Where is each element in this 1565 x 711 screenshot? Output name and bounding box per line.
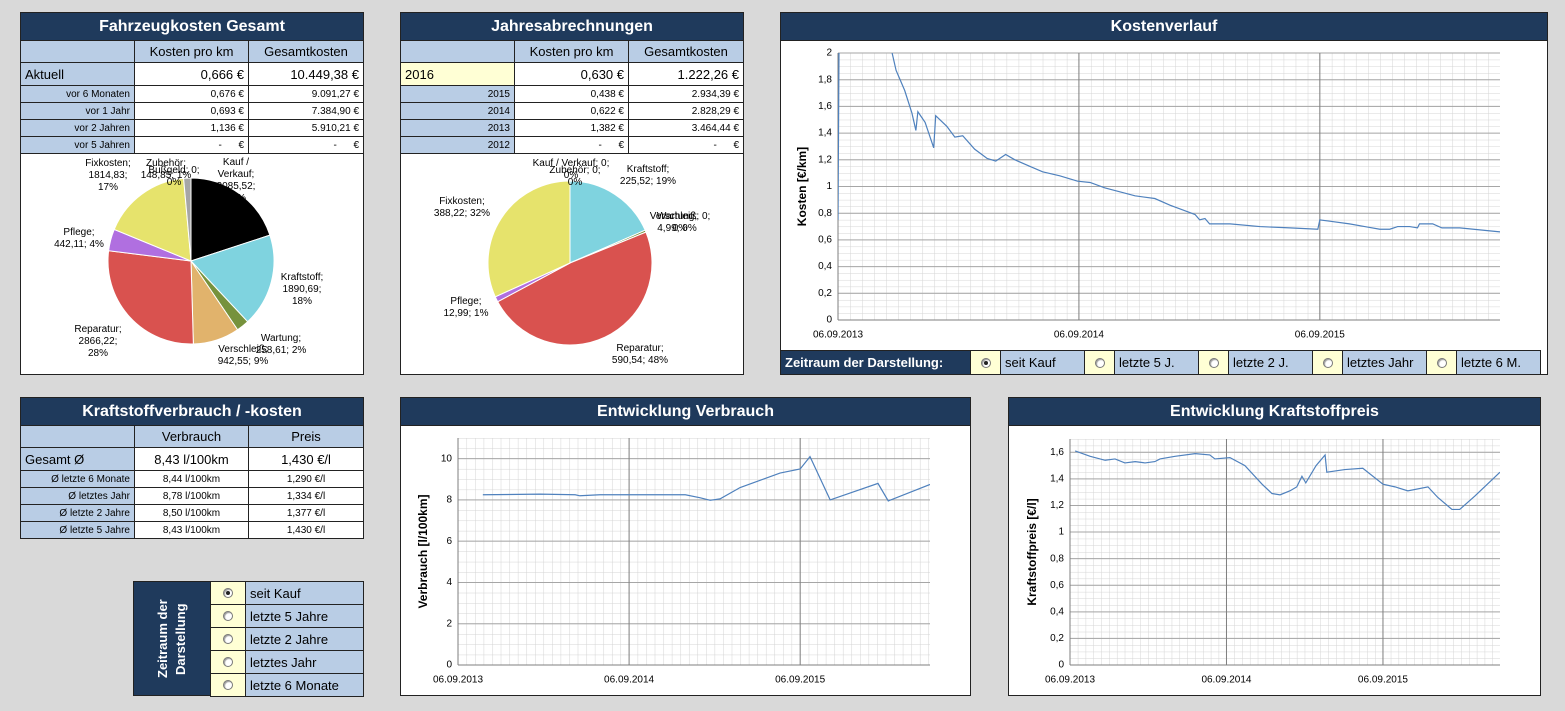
table-cell: 10.449,38 €: [248, 62, 364, 86]
radio-cell[interactable]: [210, 650, 246, 674]
panel-consumption: [400, 397, 971, 696]
radio-button[interactable]: [980, 357, 991, 368]
table-cell: 9.091,27 €: [248, 85, 364, 103]
radio-option[interactable]: letzte 5 J.: [1114, 350, 1199, 375]
table-cell: 8,43 l/100km: [134, 447, 249, 471]
radio-button[interactable]: [223, 680, 233, 690]
table-cell: 8,50 l/100km: [134, 504, 249, 522]
row-label: vor 6 Monaten: [20, 85, 135, 103]
panel-title: Kostenverlauf: [780, 12, 1548, 41]
table-cell: 2.828,29 €: [628, 102, 744, 120]
table-cell: 8,78 l/100km: [134, 487, 249, 505]
radio-option[interactable]: letzte 2 Jahre: [245, 627, 364, 651]
table-cell: 2.934,39 €: [628, 85, 744, 103]
radio-option[interactable]: letzte 6 Monate: [245, 673, 364, 697]
radio-option[interactable]: seit Kauf: [245, 581, 364, 605]
row-label: vor 1 Jahr: [20, 102, 135, 120]
radio-option[interactable]: letzte 5 Jahre: [245, 604, 364, 628]
radio-cell[interactable]: [210, 627, 246, 651]
table-cell: 0,676 €: [134, 85, 249, 103]
radio-option[interactable]: letzte 2 J.: [1228, 350, 1313, 375]
panel-cost-trend: [780, 12, 1548, 375]
panel-title: Entwicklung Verbrauch: [400, 397, 971, 426]
radio-button[interactable]: [1436, 357, 1447, 368]
table-corner: [20, 40, 135, 63]
table-cell: 1,430 €/l: [248, 521, 364, 539]
table-cell: - €: [134, 136, 249, 154]
row-label: 2014: [400, 102, 515, 120]
row-label: 2013: [400, 119, 515, 137]
table-cell: 0,693 €: [134, 102, 249, 120]
column-header: Preis: [248, 425, 364, 448]
table-cell: 5.910,21 €: [248, 119, 364, 137]
row-label: 2012: [400, 136, 515, 154]
row-label: Gesamt Ø: [20, 447, 135, 471]
row-label[interactable]: 2016: [400, 62, 515, 86]
column-header: Kosten pro km: [514, 40, 629, 63]
table-cell: 0,438 €: [514, 85, 629, 103]
table-cell: 1,430 €/l: [248, 447, 364, 471]
row-label: Ø letzte 5 Jahre: [20, 521, 135, 539]
table-cell: 1,382 €: [514, 119, 629, 137]
radio-option[interactable]: letzte 6 M.: [1456, 350, 1541, 375]
radio-option[interactable]: letztes Jahr: [1342, 350, 1427, 375]
row-label: Ø letzte 6 Monate: [20, 470, 135, 488]
panel-title: Kraftstoffverbrauch / -kosten: [20, 397, 364, 426]
column-header: Gesamtkosten: [248, 40, 364, 63]
table-corner: [400, 40, 515, 63]
panel-title: Entwicklung Kraftstoffpreis: [1008, 397, 1541, 426]
table-cell: 8,44 l/100km: [134, 470, 249, 488]
radio-button[interactable]: [223, 588, 233, 598]
column-header: Kosten pro km: [134, 40, 249, 63]
radio-button[interactable]: [223, 611, 233, 621]
radio-cell[interactable]: [210, 673, 246, 697]
column-header: Verbrauch: [134, 425, 249, 448]
table-cell: - €: [514, 136, 629, 154]
radio-cell[interactable]: [1084, 350, 1115, 375]
radio-button[interactable]: [223, 657, 233, 667]
panel-fuel-price: [1008, 397, 1541, 696]
radio-cell[interactable]: [210, 581, 246, 605]
radio-button[interactable]: [1322, 357, 1333, 368]
row-label: 2015: [400, 85, 515, 103]
radio-button[interactable]: [1208, 357, 1219, 368]
radio-button[interactable]: [223, 634, 233, 644]
table-cell: 0,622 €: [514, 102, 629, 120]
table-cell: 1.222,26 €: [628, 62, 744, 86]
row-label: vor 2 Jahren: [20, 119, 135, 137]
selector-label: Zeitraum der Darstellung:: [780, 350, 971, 375]
panel-title: Fahrzeugkosten Gesamt: [20, 12, 364, 41]
table-cell: 8,43 l/100km: [134, 521, 249, 539]
radio-cell[interactable]: [970, 350, 1001, 375]
row-label: vor 5 Jahren: [20, 136, 135, 154]
table-cell: 0,630 €: [514, 62, 629, 86]
radio-option[interactable]: seit Kauf: [1000, 350, 1085, 375]
table-corner: [20, 425, 135, 448]
radio-button[interactable]: [1094, 357, 1105, 368]
table-cell: 1,290 €/l: [248, 470, 364, 488]
table-cell: - €: [248, 136, 364, 154]
row-label: Ø letzte 2 Jahre: [20, 504, 135, 522]
radio-cell[interactable]: [1312, 350, 1343, 375]
column-header: Gesamtkosten: [628, 40, 744, 63]
radio-cell[interactable]: [1426, 350, 1457, 375]
row-label: Ø letztes Jahr: [20, 487, 135, 505]
panel-title: Jahresabrechnungen: [400, 12, 744, 41]
radio-cell[interactable]: [210, 604, 246, 628]
row-label: Aktuell: [20, 62, 135, 86]
table-cell: 7.384,90 €: [248, 102, 364, 120]
selector-label-text: Zeitraum der Darstellung: [155, 599, 188, 678]
table-cell: 0,666 €: [134, 62, 249, 86]
table-cell: 1,334 €/l: [248, 487, 364, 505]
table-cell: 1,377 €/l: [248, 504, 364, 522]
radio-option[interactable]: letztes Jahr: [245, 650, 364, 674]
selector-label: Zeitraum der Darstellung: [133, 581, 211, 696]
table-cell: 1,136 €: [134, 119, 249, 137]
radio-cell[interactable]: [1198, 350, 1229, 375]
table-cell: 3.464,44 €: [628, 119, 744, 137]
table-cell: - €: [628, 136, 744, 154]
